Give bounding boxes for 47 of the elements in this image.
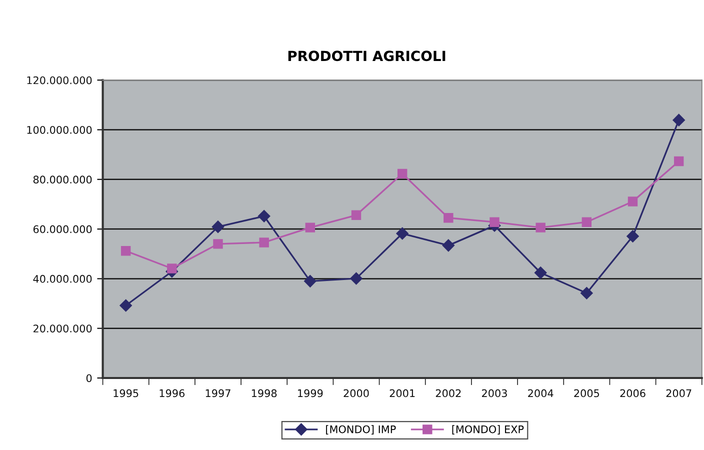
x-tick-label: 1999 bbox=[298, 389, 323, 398]
y-tick-label: 20.000.000 bbox=[33, 324, 92, 332]
point bbox=[120, 246, 131, 256]
point bbox=[580, 287, 593, 300]
y-tick-label: 80.000.000 bbox=[33, 176, 92, 184]
x-tick-label: 1996 bbox=[160, 389, 185, 398]
x-tick-label: 2003 bbox=[482, 389, 507, 398]
point bbox=[258, 210, 270, 222]
point bbox=[442, 239, 455, 252]
y-tick-label: 100.000.000 bbox=[27, 126, 92, 134]
legend-label: [MONDO] EXP bbox=[452, 425, 524, 434]
point bbox=[212, 220, 224, 233]
x-tick-label: 2006 bbox=[620, 389, 646, 398]
point bbox=[582, 217, 592, 227]
point bbox=[626, 230, 639, 242]
point bbox=[444, 213, 454, 223]
y-tick-label: 120.000.000 bbox=[27, 76, 92, 84]
x-tick-label: 1995 bbox=[114, 389, 138, 398]
x-tick-label: 2002 bbox=[436, 389, 461, 398]
point bbox=[490, 217, 500, 227]
point bbox=[304, 275, 316, 288]
point bbox=[396, 227, 408, 240]
point bbox=[534, 266, 547, 279]
y-tick-label: 60.000.000 bbox=[33, 225, 92, 234]
point bbox=[120, 299, 132, 312]
point bbox=[397, 168, 408, 179]
x-tick-label: 1998 bbox=[252, 389, 277, 398]
point bbox=[628, 196, 638, 206]
point bbox=[351, 210, 362, 220]
point bbox=[167, 264, 177, 274]
chart-title: PRODOTTI AGRICOLI bbox=[288, 50, 446, 62]
x-tick-label: 2000 bbox=[344, 389, 369, 398]
x-tick-label: 1997 bbox=[206, 389, 230, 398]
y-tick-label: 40.000.000 bbox=[33, 274, 92, 283]
point bbox=[674, 156, 684, 166]
point bbox=[259, 238, 269, 248]
y-tick-label: 0 bbox=[86, 374, 92, 382]
point bbox=[350, 272, 362, 285]
point bbox=[672, 114, 685, 126]
point bbox=[305, 222, 316, 232]
x-tick-label: 2001 bbox=[390, 389, 415, 398]
x-tick-label: 2005 bbox=[574, 389, 600, 398]
point bbox=[213, 239, 223, 249]
point bbox=[536, 222, 546, 232]
legend-label: [MONDO] IMP bbox=[326, 425, 396, 434]
x-tick-label: 2007 bbox=[666, 389, 692, 398]
x-tick-label: 2004 bbox=[528, 389, 554, 398]
